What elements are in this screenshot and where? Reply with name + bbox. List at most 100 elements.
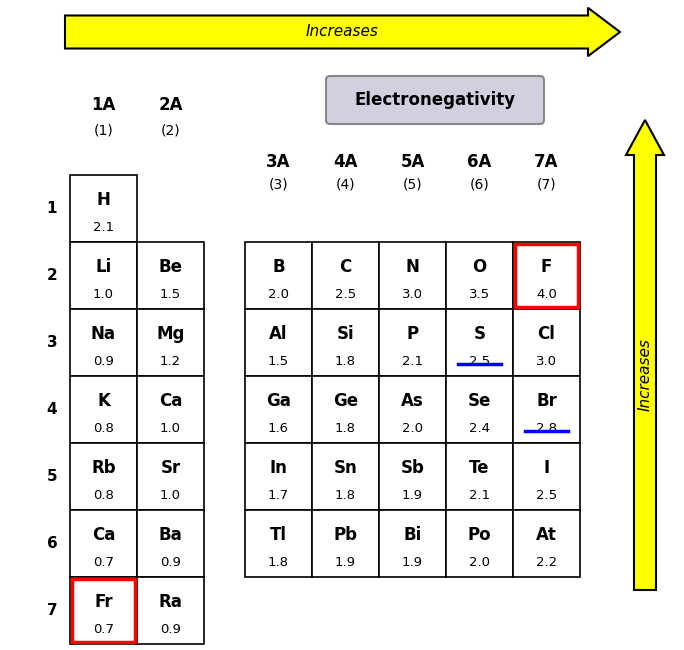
Text: 2.4: 2.4	[469, 422, 490, 435]
Bar	[137, 376, 204, 443]
Text: (1): (1)	[94, 123, 114, 137]
FancyArrow shape	[626, 120, 664, 590]
Bar	[70, 510, 137, 577]
Text: 3.0: 3.0	[402, 288, 423, 301]
Text: As: As	[401, 393, 424, 410]
Text: 1A: 1A	[91, 96, 116, 114]
Bar	[513, 443, 580, 510]
Text: 6: 6	[47, 536, 57, 551]
Text: Ga: Ga	[266, 393, 291, 410]
Text: N: N	[406, 259, 419, 276]
Bar	[70, 242, 137, 309]
Bar	[379, 309, 446, 376]
Text: 0.8: 0.8	[93, 422, 114, 435]
Text: Mg: Mg	[157, 326, 185, 343]
Bar	[312, 242, 379, 309]
Bar	[513, 242, 580, 309]
Bar	[137, 443, 204, 510]
Text: In: In	[269, 460, 287, 478]
Bar	[513, 309, 580, 376]
Text: 2.0: 2.0	[402, 422, 423, 435]
Text: 4A: 4A	[333, 153, 358, 171]
Text: S: S	[473, 326, 486, 343]
Bar	[515, 244, 578, 307]
Text: 3.0: 3.0	[536, 355, 557, 368]
Text: B: B	[272, 259, 285, 276]
Text: 7: 7	[47, 603, 57, 618]
Bar	[312, 510, 379, 577]
Text: Rb: Rb	[91, 460, 116, 478]
Text: (5): (5)	[403, 178, 422, 192]
Bar	[513, 376, 580, 443]
Text: 2.5: 2.5	[469, 355, 490, 368]
Text: 1.8: 1.8	[335, 489, 356, 502]
Bar	[379, 242, 446, 309]
Text: Increases: Increases	[637, 339, 653, 411]
Text: 1.5: 1.5	[160, 288, 181, 301]
Bar	[312, 443, 379, 510]
Bar	[245, 309, 312, 376]
Bar	[446, 309, 513, 376]
Text: 1.0: 1.0	[160, 422, 181, 435]
FancyBboxPatch shape	[326, 76, 544, 124]
Text: 1.9: 1.9	[402, 489, 423, 502]
Bar	[312, 376, 379, 443]
Bar	[312, 309, 379, 376]
Text: 2A: 2A	[158, 96, 183, 114]
Bar	[70, 175, 137, 242]
FancyArrow shape	[65, 8, 620, 56]
Bar	[245, 376, 312, 443]
Text: 4: 4	[47, 402, 57, 417]
Text: 0.7: 0.7	[93, 556, 114, 569]
Text: 5: 5	[47, 469, 57, 484]
Text: 1.2: 1.2	[160, 355, 181, 368]
Text: Sn: Sn	[334, 460, 357, 478]
Text: Bi: Bi	[404, 526, 421, 545]
Text: Na: Na	[91, 326, 116, 343]
Text: Po: Po	[468, 526, 491, 545]
Bar	[137, 242, 204, 309]
Text: Cl: Cl	[538, 326, 555, 343]
Bar	[245, 242, 312, 309]
Text: Tl: Tl	[270, 526, 287, 545]
Text: (7): (7)	[537, 178, 556, 192]
Text: 6A: 6A	[467, 153, 492, 171]
Text: 1.9: 1.9	[335, 556, 356, 569]
Text: 2.0: 2.0	[268, 288, 289, 301]
Text: C: C	[339, 259, 352, 276]
Text: Increases: Increases	[306, 25, 379, 40]
Bar	[70, 376, 137, 443]
Bar	[137, 309, 204, 376]
Text: Ca: Ca	[92, 526, 115, 545]
Text: Te: Te	[469, 460, 490, 478]
Text: P: P	[406, 326, 419, 343]
Text: 7A: 7A	[534, 153, 559, 171]
Text: 1.5: 1.5	[268, 355, 289, 368]
Text: F: F	[541, 259, 552, 276]
Bar	[379, 443, 446, 510]
Text: Br: Br	[536, 393, 557, 410]
Text: I: I	[543, 460, 549, 478]
Text: (6): (6)	[470, 178, 489, 192]
Text: Ge: Ge	[333, 393, 358, 410]
Text: 1.9: 1.9	[402, 556, 423, 569]
Bar	[137, 510, 204, 577]
Text: 1.6: 1.6	[268, 422, 289, 435]
Text: 0.9: 0.9	[93, 355, 114, 368]
Bar	[137, 577, 204, 644]
Bar	[446, 376, 513, 443]
Bar	[70, 309, 137, 376]
Text: 1.7: 1.7	[268, 489, 289, 502]
Text: (2): (2)	[161, 123, 181, 137]
Bar	[70, 577, 137, 644]
Text: 1.8: 1.8	[268, 556, 289, 569]
Text: Sr: Sr	[160, 460, 181, 478]
Text: 0.9: 0.9	[160, 556, 181, 569]
Text: Li: Li	[95, 259, 111, 276]
Text: 2: 2	[47, 268, 57, 283]
Bar	[245, 510, 312, 577]
Text: H: H	[96, 192, 110, 209]
Bar	[72, 579, 135, 642]
Bar	[70, 443, 137, 510]
Text: 2.8: 2.8	[536, 422, 557, 435]
